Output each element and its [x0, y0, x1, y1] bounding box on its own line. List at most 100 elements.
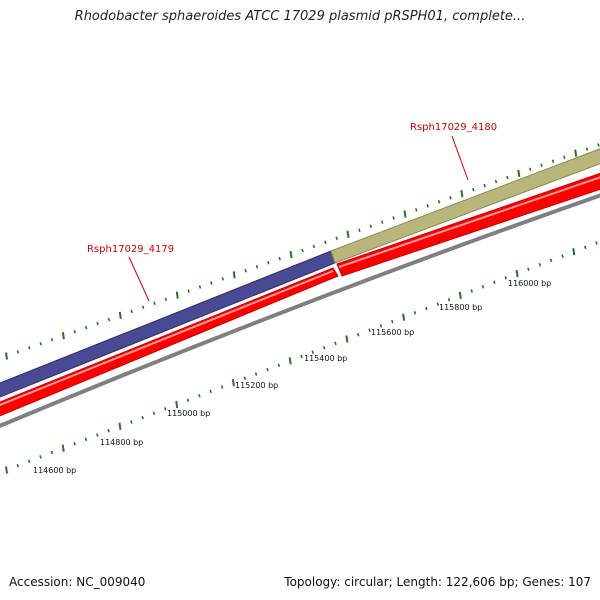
map-summary-text: Topology: circular; Length: 122,606 bp; … [284, 575, 591, 589]
scale-label-115000: 115000 bp [167, 409, 210, 418]
minor-tick [73, 329, 77, 334]
minor-tick [551, 159, 555, 163]
major-tick [61, 332, 65, 340]
cds-highlight-left [0, 270, 334, 407]
minor-tick [141, 305, 145, 310]
major-tick [289, 250, 293, 259]
minor-tick [585, 147, 589, 151]
minor-tick [84, 437, 88, 442]
minor-tick [494, 179, 498, 184]
minor-tick [368, 328, 371, 333]
minor-tick [426, 204, 429, 208]
minor-tick [244, 269, 247, 273]
minor-tick [50, 450, 54, 455]
minor-tick [266, 367, 269, 372]
gene-label-rsph17029-4180[interactable]: Rsph17029_4180 [410, 122, 497, 133]
minor-tick [73, 442, 76, 446]
minor-tick [447, 298, 451, 302]
major-tick [515, 269, 519, 278]
minor-tick [96, 433, 99, 437]
scale-label-114600: 114600 bp [33, 466, 76, 475]
minor-tick [221, 277, 225, 281]
minor-tick [130, 309, 133, 314]
minor-tick [187, 289, 190, 293]
minor-tick [301, 248, 304, 253]
major-tick [118, 311, 122, 320]
minor-tick [130, 420, 133, 424]
minor-tick [16, 463, 20, 468]
minor-tick [483, 183, 486, 188]
scale-tick-row [5, 241, 598, 474]
minor-tick [152, 411, 156, 416]
minor-tick [27, 459, 31, 464]
minor-tick [369, 224, 373, 228]
minor-tick [28, 346, 31, 350]
gene-arrow-rsph17029-4179[interactable] [0, 250, 336, 401]
minor-tick [255, 264, 259, 269]
gene-label-leader-4180 [451, 135, 469, 181]
minor-tick [392, 216, 395, 220]
minor-tick [254, 372, 258, 376]
minor-tick [380, 220, 384, 224]
minor-tick [356, 332, 360, 337]
outer-tick-row [5, 143, 600, 360]
scale-label-114800: 114800 bp [100, 438, 143, 447]
minor-tick [549, 258, 553, 263]
scale-label-115200: 115200 bp [235, 381, 278, 390]
major-tick [288, 357, 292, 365]
minor-tick [164, 297, 168, 301]
minor-tick [107, 428, 110, 433]
minor-tick [164, 407, 167, 411]
minor-tick [243, 376, 247, 381]
gene-label-leader-4179 [128, 256, 150, 302]
scale-label-116000: 116000 bp [508, 279, 551, 288]
minor-tick [449, 196, 452, 200]
minor-tick [504, 276, 507, 280]
accession-text: Accession: NC_009040 [9, 575, 146, 589]
minor-tick [436, 302, 439, 306]
major-tick [5, 466, 8, 474]
major-tick [574, 149, 578, 157]
gene-label-rsph17029-4179[interactable]: Rsph17029_4179 [87, 244, 174, 255]
backbone-line [0, 193, 600, 428]
minor-tick [198, 285, 202, 289]
cds-arrow-left[interactable] [0, 267, 339, 420]
minor-tick [210, 281, 213, 285]
minor-tick [209, 389, 212, 394]
minor-tick [153, 301, 156, 306]
minor-tick [391, 319, 394, 324]
major-tick [5, 352, 8, 360]
minor-tick [324, 240, 327, 245]
minor-tick [358, 228, 361, 232]
major-tick [175, 291, 179, 299]
major-tick [460, 190, 464, 198]
scale-label-115800: 115800 bp [439, 303, 482, 312]
minor-tick [84, 325, 88, 330]
major-tick [61, 444, 65, 452]
minor-tick [107, 317, 111, 322]
minor-tick [39, 455, 42, 459]
minor-tick [437, 200, 441, 204]
minor-tick [583, 245, 587, 250]
minor-tick [312, 244, 316, 249]
major-tick [345, 335, 349, 343]
major-tick [402, 313, 406, 321]
cds-highlight-right [338, 176, 600, 268]
minor-tick [540, 163, 543, 168]
major-tick [232, 271, 236, 279]
gene-arrow-rsph17029-4180[interactable] [330, 145, 600, 264]
scale-label-115400: 115400 bp [304, 354, 347, 363]
minor-tick [470, 289, 473, 293]
map-title: Rhodobacter sphaeroides ATCC 17029 plasm… [74, 9, 526, 24]
minor-tick [527, 267, 530, 271]
major-tick [572, 248, 576, 256]
minor-tick [186, 398, 190, 402]
minor-tick [141, 415, 144, 420]
minor-tick [277, 363, 281, 367]
minor-tick [96, 321, 99, 326]
minor-tick [322, 346, 326, 350]
minor-tick [563, 155, 566, 159]
major-tick [118, 422, 122, 430]
